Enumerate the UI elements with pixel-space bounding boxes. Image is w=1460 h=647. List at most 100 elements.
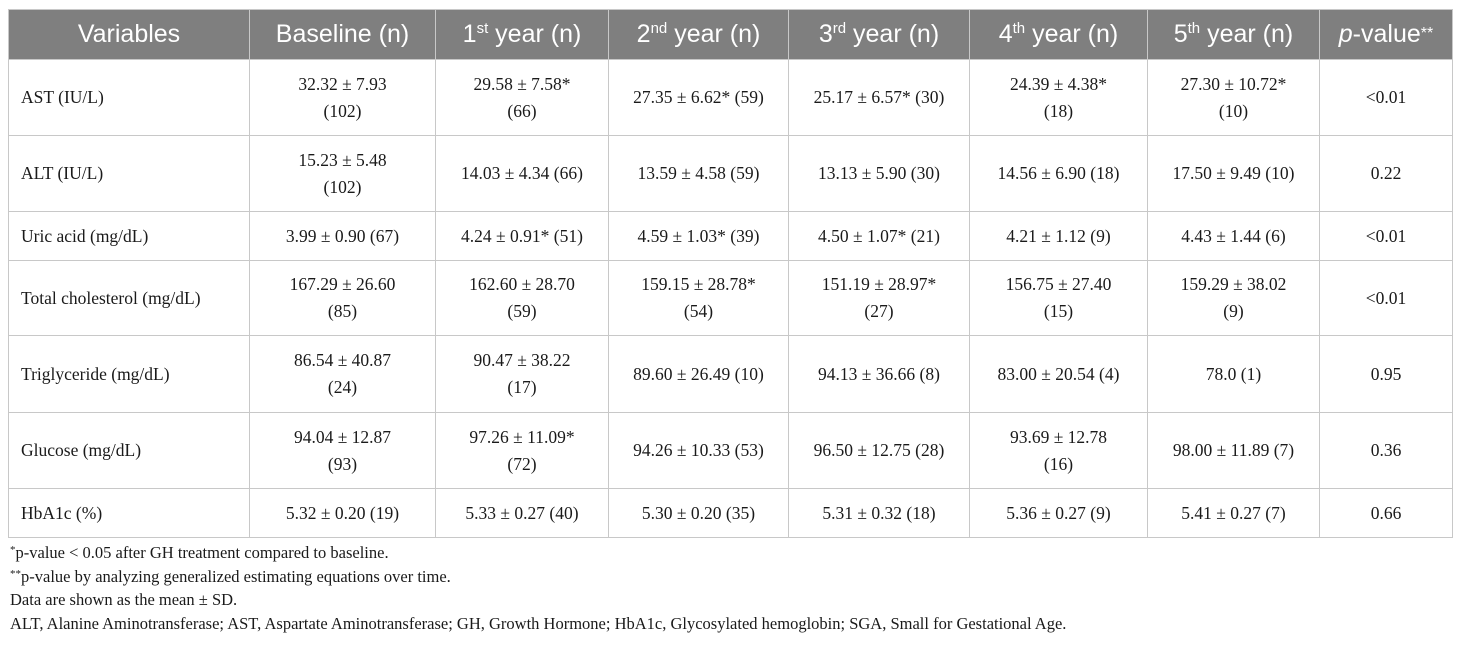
- value-cell: 14.56 ± 6.90 (18): [969, 135, 1148, 212]
- value-cell: 5.31 ± 0.32 (18): [788, 488, 970, 538]
- value-cell: 89.60 ± 26.49 (10): [608, 335, 789, 413]
- value-text: 5.33 ± 0.27 (40): [465, 502, 579, 523]
- value-text: 5.30 ± 0.20 (35): [641, 502, 756, 523]
- table-row: AST (IU/L) 32.32 ± 7.93 (102) 29.58 ± 7.58*…: [8, 59, 1453, 136]
- header-year-4: 4th year (n): [969, 9, 1148, 60]
- value-cell: 86.54 ± 40.87 (24): [249, 335, 436, 413]
- value-cell: 94.04 ± 12.87 (93): [249, 412, 436, 489]
- value-text: 96.50 ± 12.75 (28): [813, 440, 945, 460]
- value-cell: 156.75 ± 27.40 (15): [969, 260, 1148, 336]
- value-cell: 4.50 ± 1.07* (21): [788, 211, 970, 261]
- value-cell: 98.00 ± 11.89 (7): [1147, 412, 1320, 489]
- value-cell: 162.60 ± 28.70 (59): [435, 260, 609, 336]
- footnote-1: *p-value < 0.05 after GH treatment compa…: [10, 543, 389, 562]
- value-text: (66): [507, 100, 537, 121]
- value-text: (15): [1043, 301, 1074, 321]
- value-text: 4.21 ± 1.12 (9): [1006, 225, 1111, 246]
- variable-cell: Total cholesterol (mg/dL): [8, 260, 250, 336]
- p-value-cell: 0.36: [1319, 412, 1453, 489]
- value-cell: 15.23 ± 5.48 (102): [249, 135, 436, 212]
- value-text: 15.23 ± 5.48: [298, 149, 387, 170]
- value-cell: 151.19 ± 28.97* (27): [788, 260, 970, 336]
- value-cell: 90.47 ± 38.22 (17): [435, 335, 609, 413]
- value-cell: 4.43 ± 1.44 (6): [1147, 211, 1320, 261]
- value-text: (16): [1043, 453, 1074, 474]
- value-cell: 29.58 ± 7.58* (66): [435, 59, 609, 136]
- table-row: Glucose (mg/dL) 94.04 ± 12.87 (93) 97.26 ± …: [8, 412, 1453, 489]
- value-cell: 5.30 ± 0.20 (35): [608, 488, 789, 538]
- value-cell: 159.29 ± 38.02 (9): [1147, 260, 1320, 336]
- value-cell: 32.32 ± 7.93 (102): [249, 59, 436, 136]
- value-text: (27): [864, 301, 894, 321]
- header-row: Variables Baseline (n) 1st year (n) 2nd …: [8, 9, 1453, 60]
- value-cell: 27.30 ± 10.72* (10): [1147, 59, 1320, 136]
- value-text: (24): [327, 377, 358, 397]
- value-text: 93.69 ± 12.78: [1009, 426, 1108, 447]
- p-value-cell: <0.01: [1319, 211, 1453, 261]
- value-text: 97.26 ± 11.09*: [469, 426, 575, 447]
- value-text: 29.58 ± 7.58*: [473, 73, 571, 94]
- value-text: (54): [683, 301, 714, 321]
- p-value-cell: <0.01: [1319, 260, 1453, 336]
- variable-cell: HbA1c (%): [8, 488, 250, 538]
- value-text: 14.56 ± 6.90 (18): [997, 163, 1120, 183]
- table-body: AST (IU/L) 32.32 ± 7.93 (102) 29.58 ± 7.58*…: [8, 59, 1453, 538]
- value-cell: 5.32 ± 0.20 (19): [249, 488, 436, 538]
- header-year-3: 3rd year (n): [788, 9, 970, 60]
- variable-cell: Triglyceride (mg/dL): [8, 335, 250, 413]
- header-variables: Variables: [8, 9, 250, 60]
- value-cell: 4.59 ± 1.03* (39): [608, 211, 789, 261]
- value-text: 98.00 ± 11.89 (7): [1172, 440, 1295, 460]
- value-cell: 17.50 ± 9.49 (10): [1147, 135, 1320, 212]
- value-text: 13.13 ± 5.90 (30): [818, 163, 940, 183]
- value-text: (9): [1223, 301, 1244, 321]
- header-year-5: 5th year (n): [1147, 9, 1320, 60]
- value-text: 4.43 ± 1.44 (6): [1181, 225, 1286, 246]
- header-baseline: Baseline (n): [249, 9, 436, 60]
- value-text: 94.13 ± 36.66 (8): [818, 363, 940, 384]
- value-text: 14.03 ± 4.34 (66): [461, 163, 583, 183]
- value-cell: 94.13 ± 36.66 (8): [788, 335, 970, 413]
- value-text: (10): [1218, 100, 1249, 121]
- value-text: 4.24 ± 0.91* (51): [461, 225, 583, 246]
- value-cell: 4.21 ± 1.12 (9): [969, 211, 1148, 261]
- value-cell: 14.03 ± 4.34 (66): [435, 135, 609, 212]
- value-text: (59): [507, 301, 537, 321]
- value-text: 5.31 ± 0.32 (18): [822, 502, 936, 523]
- value-text: 25.17 ± 6.57* (30): [813, 87, 945, 107]
- header-year-2: 2nd year (n): [608, 9, 789, 60]
- results-table: Variables Baseline (n) 1st year (n) 2nd …: [8, 9, 1453, 538]
- value-cell: 5.36 ± 0.27 (9): [969, 488, 1148, 538]
- variable-cell: Glucose (mg/dL): [8, 412, 250, 489]
- value-cell: 93.69 ± 12.78 (16): [969, 412, 1148, 489]
- value-cell: 27.35 ± 6.62* (59): [608, 59, 789, 136]
- value-text: 5.32 ± 0.20 (19): [285, 502, 400, 523]
- variable-cell: AST (IU/L): [8, 59, 250, 136]
- value-text: 5.41 ± 0.27 (7): [1181, 502, 1286, 523]
- value-text: (72): [507, 453, 537, 474]
- p-value-cell: <0.01: [1319, 59, 1453, 136]
- value-text: 156.75 ± 27.40: [1005, 274, 1112, 294]
- value-text: 89.60 ± 26.49 (10): [633, 363, 764, 384]
- results-table-container: Variables Baseline (n) 1st year (n) 2nd …: [8, 9, 1453, 538]
- variable-cell: ALT (IU/L): [8, 135, 250, 212]
- value-cell: 94.26 ± 10.33 (53): [608, 412, 789, 489]
- value-text: (18): [1043, 100, 1074, 121]
- value-cell: 83.00 ± 20.54 (4): [969, 335, 1148, 413]
- value-text: 159.29 ± 38.02: [1180, 274, 1287, 294]
- value-text: 78.0 (1): [1205, 363, 1262, 384]
- table-row: Uric acid (mg/dL) 3.99 ± 0.90 (67) 4.24 ± …: [8, 211, 1453, 261]
- value-cell: 24.39 ± 4.38* (18): [969, 59, 1148, 136]
- p-value-cell: 0.22: [1319, 135, 1453, 212]
- value-cell: 13.13 ± 5.90 (30): [788, 135, 970, 212]
- value-text: 17.50 ± 9.49 (10): [1172, 163, 1295, 183]
- value-text: 13.59 ± 4.58 (59): [637, 163, 760, 183]
- value-text: (17): [507, 377, 537, 397]
- value-text: (85): [327, 301, 358, 321]
- value-cell: 96.50 ± 12.75 (28): [788, 412, 970, 489]
- value-text: 4.59 ± 1.03* (39): [637, 225, 760, 246]
- value-cell: 5.41 ± 0.27 (7): [1147, 488, 1320, 538]
- value-text: 83.00 ± 20.54 (4): [997, 363, 1120, 384]
- value-text: 151.19 ± 28.97*: [821, 274, 937, 294]
- header-p-value: p-value**: [1319, 9, 1453, 60]
